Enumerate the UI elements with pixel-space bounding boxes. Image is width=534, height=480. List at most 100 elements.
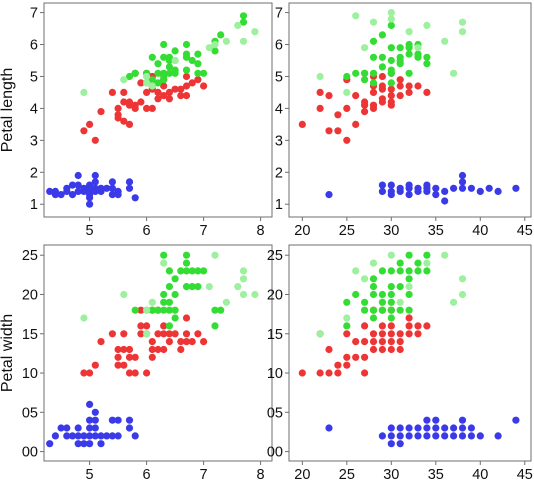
data-point bbox=[80, 369, 88, 377]
data-point bbox=[222, 298, 230, 306]
data-point bbox=[120, 76, 128, 84]
x-tick-label: 7 bbox=[200, 467, 208, 480]
data-point bbox=[369, 306, 378, 314]
data-point bbox=[171, 306, 179, 314]
y-tick-label: 20 bbox=[267, 287, 283, 303]
data-point bbox=[91, 416, 99, 424]
data-point bbox=[239, 18, 248, 26]
data-point bbox=[137, 79, 145, 87]
data-point bbox=[387, 314, 395, 322]
data-point bbox=[405, 322, 413, 330]
data-point bbox=[114, 111, 122, 119]
data-point bbox=[458, 184, 467, 192]
data-point bbox=[103, 184, 111, 192]
data-point bbox=[405, 283, 413, 291]
data-point bbox=[211, 306, 219, 314]
data-point bbox=[143, 104, 151, 112]
data-point bbox=[369, 283, 378, 291]
data-point bbox=[200, 267, 208, 275]
data-point bbox=[80, 184, 88, 192]
data-point bbox=[222, 37, 230, 45]
data-point bbox=[239, 37, 248, 45]
data-point bbox=[405, 267, 413, 275]
data-point bbox=[369, 275, 378, 283]
x-tick-label: 20 bbox=[294, 467, 310, 480]
x-tick-label: 40 bbox=[472, 223, 488, 239]
data-point bbox=[182, 330, 191, 338]
data-point bbox=[369, 101, 378, 109]
data-point bbox=[450, 424, 458, 432]
data-point bbox=[378, 72, 386, 81]
data-point bbox=[125, 178, 134, 186]
data-point bbox=[148, 104, 156, 112]
data-point bbox=[361, 101, 369, 109]
data-point bbox=[414, 50, 422, 58]
data-point bbox=[432, 416, 440, 424]
y-tick-label: 5 bbox=[30, 69, 38, 85]
data-point bbox=[334, 127, 342, 135]
data-point bbox=[160, 82, 168, 90]
series-1 bbox=[325, 171, 520, 205]
scatter-panel-1: 5 6 7 8 1 2 3 4 5 6 7 Petal length bbox=[0, 2, 273, 239]
data-point bbox=[154, 306, 162, 314]
data-point bbox=[63, 432, 71, 440]
data-point bbox=[316, 72, 324, 81]
data-point bbox=[369, 314, 378, 322]
y-axis-title: Petal length bbox=[0, 68, 16, 153]
data-point bbox=[74, 181, 82, 189]
data-point bbox=[405, 314, 413, 322]
data-point bbox=[458, 432, 467, 440]
data-point bbox=[325, 127, 333, 135]
data-point bbox=[387, 330, 395, 338]
data-point bbox=[160, 345, 168, 354]
data-point bbox=[86, 440, 94, 448]
data-point bbox=[80, 314, 88, 322]
data-point bbox=[458, 178, 467, 186]
y-tick-label: 05 bbox=[267, 405, 283, 421]
data-point bbox=[343, 298, 351, 306]
data-point bbox=[165, 306, 173, 314]
data-point bbox=[414, 44, 422, 52]
data-point bbox=[396, 44, 404, 52]
data-point bbox=[432, 432, 440, 440]
data-point bbox=[441, 37, 449, 45]
data-point bbox=[182, 314, 191, 322]
data-point bbox=[194, 330, 202, 338]
data-point bbox=[217, 306, 225, 314]
y-tick-label: 5 bbox=[275, 69, 283, 85]
data-point bbox=[86, 416, 94, 424]
data-point bbox=[423, 259, 431, 267]
y-tick-label: 4 bbox=[30, 101, 38, 117]
data-point bbox=[200, 69, 208, 77]
data-point bbox=[378, 345, 386, 354]
y-tick-label: 2 bbox=[30, 165, 38, 181]
data-point bbox=[211, 251, 219, 259]
data-point bbox=[441, 432, 449, 440]
data-point bbox=[396, 283, 404, 291]
data-point bbox=[387, 440, 395, 448]
data-point bbox=[414, 432, 422, 440]
data-point bbox=[160, 251, 168, 259]
data-point bbox=[80, 432, 88, 440]
data-point bbox=[120, 117, 128, 125]
data-point bbox=[432, 191, 440, 199]
data-point bbox=[476, 432, 484, 440]
data-point bbox=[125, 72, 134, 81]
data-point bbox=[396, 187, 404, 195]
data-point bbox=[378, 290, 386, 299]
data-point bbox=[458, 416, 467, 424]
data-point bbox=[86, 424, 94, 432]
y-tick-label: 3 bbox=[30, 133, 38, 149]
data-point bbox=[154, 345, 162, 354]
data-point bbox=[387, 92, 395, 100]
data-point bbox=[125, 353, 134, 361]
data-point bbox=[423, 53, 431, 61]
data-point bbox=[432, 184, 440, 192]
data-point bbox=[91, 178, 99, 186]
data-point bbox=[125, 424, 134, 432]
data-point bbox=[165, 283, 173, 291]
data-point bbox=[423, 88, 431, 96]
data-point bbox=[387, 345, 395, 354]
data-point bbox=[352, 12, 360, 20]
